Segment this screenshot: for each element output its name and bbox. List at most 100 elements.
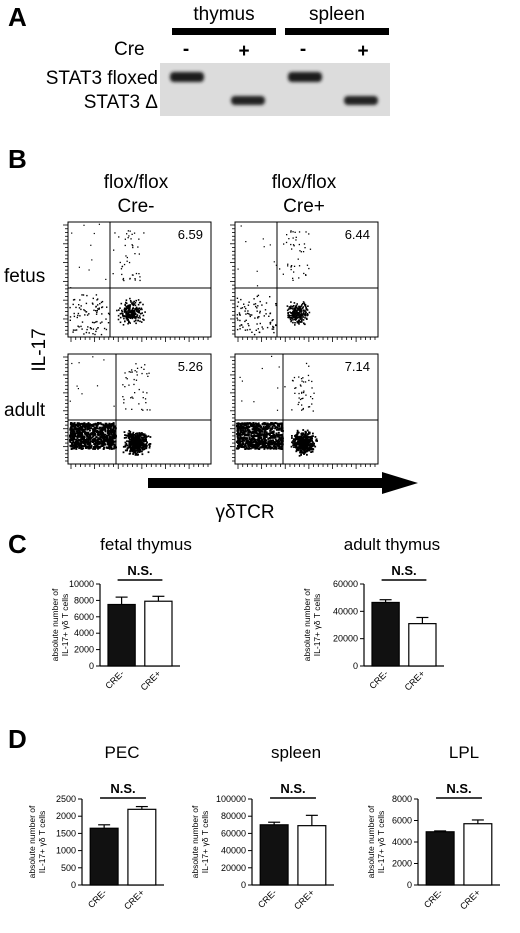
x-tick-label: CRE- (367, 668, 390, 691)
y-tick-label: 0 (89, 661, 94, 671)
chart-title: adult thymus (344, 535, 440, 554)
x-tick-label: CRE+ (458, 887, 482, 911)
band-label-floxed: STAT3 floxed (46, 68, 158, 89)
lane-sign-4: + (357, 41, 368, 62)
ns-label: N.S. (127, 563, 152, 578)
bar-cre-plus (297, 825, 327, 886)
panel-c-letter: C (8, 529, 27, 559)
spleen-bar (285, 28, 389, 35)
group-label-spleen: spleen (309, 4, 365, 25)
gel-band-floxed-thymus (170, 72, 204, 82)
facs-fetus-cre-plus: 6.44 (230, 221, 379, 342)
y-tick-label: 0 (71, 880, 76, 890)
ns-label: N.S. (110, 781, 135, 796)
group-label-thymus: thymus (193, 4, 254, 25)
gel-band-delta-spleen (344, 96, 378, 105)
x-tick-label: CRE- (103, 668, 126, 691)
y-tick-label: 500 (61, 863, 76, 873)
bar-cre-plus (127, 808, 157, 886)
bar-cre-minus (107, 603, 136, 667)
bar-cre-minus (425, 831, 455, 886)
col-header-2-line1: flox/flox (272, 172, 337, 193)
y-tick-label: 6000 (392, 816, 412, 826)
bar-cre-minus (259, 824, 289, 886)
x-axis-label-gdtcr: γδTCR (215, 502, 274, 523)
ns-label: N.S. (446, 781, 471, 796)
panel-b-letter: B (8, 144, 27, 174)
y-tick-label: 60000 (333, 579, 358, 589)
percentage-label: 5.26 (178, 359, 203, 374)
y-tick-label: 0 (241, 880, 246, 890)
y-tick-label: 80000 (221, 811, 246, 821)
y-tick-label: 40000 (221, 846, 246, 856)
percentage-label: 7.14 (345, 359, 370, 374)
flow-cytometry-plots: 6.59 6.44 5.26 7.14 (63, 221, 379, 469)
panel-a-letter: A (8, 2, 27, 32)
y-tick-label: 8000 (74, 595, 94, 605)
row-label-adult: adult (4, 400, 46, 421)
y-axis-label: absolute number ofIL-17+ γδ T cells (302, 588, 322, 661)
y-tick-label: 4000 (392, 837, 412, 847)
panel-d-charts: PEC 0 500 1000 1500 2000 2500 absolute number o… (27, 743, 500, 912)
y-axis-label: absolute number ofIL-17+ γδ T cells (27, 805, 47, 878)
panel-c-charts: fetal thymus0200040006000800010000absolu… (50, 535, 444, 693)
y-tick-label: 2000 (74, 645, 94, 655)
y-tick-label: 0 (407, 880, 412, 890)
bar-cre-plus (408, 623, 437, 667)
chart-title: PEC (105, 743, 140, 762)
chart-title: LPL (449, 743, 479, 762)
x-tick-label: CRE- (86, 887, 109, 910)
y-tick-label: 1000 (56, 846, 76, 856)
ns-label: N.S. (280, 781, 305, 796)
y-tick-label: 2000 (392, 859, 412, 869)
y-tick-label: 60000 (221, 828, 246, 838)
col-header-1-line2: Cre- (118, 196, 155, 217)
bar-cre-plus (144, 600, 173, 667)
thymus-bar (172, 28, 276, 35)
bar-chart: PEC 0 500 1000 1500 2000 2500 absolute number o… (27, 743, 164, 912)
cre-label: Cre (114, 39, 145, 60)
y-axis-label: absolute number ofIL-17+ γδ T cells (50, 588, 70, 661)
bar-chart: spleen 0 20000 40000 60000 80000 100000 absolut… (190, 743, 334, 912)
facs-fetus-cre-minus: 6.59 (63, 221, 212, 342)
y-tick-label: 20000 (333, 634, 358, 644)
x-tick-label: CRE+ (122, 887, 146, 911)
y-tick-label: 10000 (69, 579, 94, 589)
y-tick-label: 2000 (56, 811, 76, 821)
col-header-1-line1: flox/flox (104, 172, 169, 193)
percentage-label: 6.59 (178, 227, 203, 242)
y-tick-label: 1500 (56, 828, 76, 838)
gel-band-floxed-spleen (288, 72, 322, 82)
bar-chart: fetal thymus 0 2000 4000 6000 8000 10000absolu… (50, 535, 192, 693)
chart-title: spleen (271, 743, 321, 762)
x-tick-label: CRE- (256, 887, 279, 910)
arrow-icon (148, 472, 418, 494)
y-tick-label: 4000 (74, 628, 94, 638)
y-tick-label: 8000 (392, 794, 412, 804)
x-tick-label: CRE+ (139, 668, 163, 692)
bar-cre-minus (371, 601, 400, 667)
y-tick-label: 0 (353, 661, 358, 671)
bar-cre-minus (89, 827, 119, 886)
facs-adult-cre-plus: 7.14 (230, 353, 379, 469)
x-tick-label: CRE- (422, 887, 445, 910)
facs-adult-cre-minus: 5.26 (63, 353, 212, 469)
panel-d-letter: D (8, 724, 27, 754)
bar-chart: adult thymus 0 20000 40000 60000 absolute num… (302, 535, 444, 693)
col-header-2-line2: Cre+ (283, 196, 325, 217)
gel-image (160, 63, 390, 116)
y-tick-label: 100000 (216, 794, 246, 804)
lane-sign-1: - (183, 39, 189, 60)
y-tick-label: 40000 (333, 606, 358, 616)
bar-cre-plus (463, 823, 493, 886)
y-axis-label: absolute number ofIL-17+ γδ T cells (190, 805, 210, 878)
x-tick-label: CRE+ (292, 887, 316, 911)
y-axis-label: absolute number ofIL-17+ γδ T cells (366, 805, 386, 878)
y-axis-label-il17: IL-17 (29, 328, 50, 371)
ns-label: N.S. (391, 563, 416, 578)
x-tick-label: CRE+ (403, 668, 427, 692)
bar-chart: LPL 0 2000 4000 6000 8000 absolute number ofIL… (366, 743, 500, 912)
percentage-label: 6.44 (345, 227, 370, 242)
y-tick-label: 6000 (74, 612, 94, 622)
